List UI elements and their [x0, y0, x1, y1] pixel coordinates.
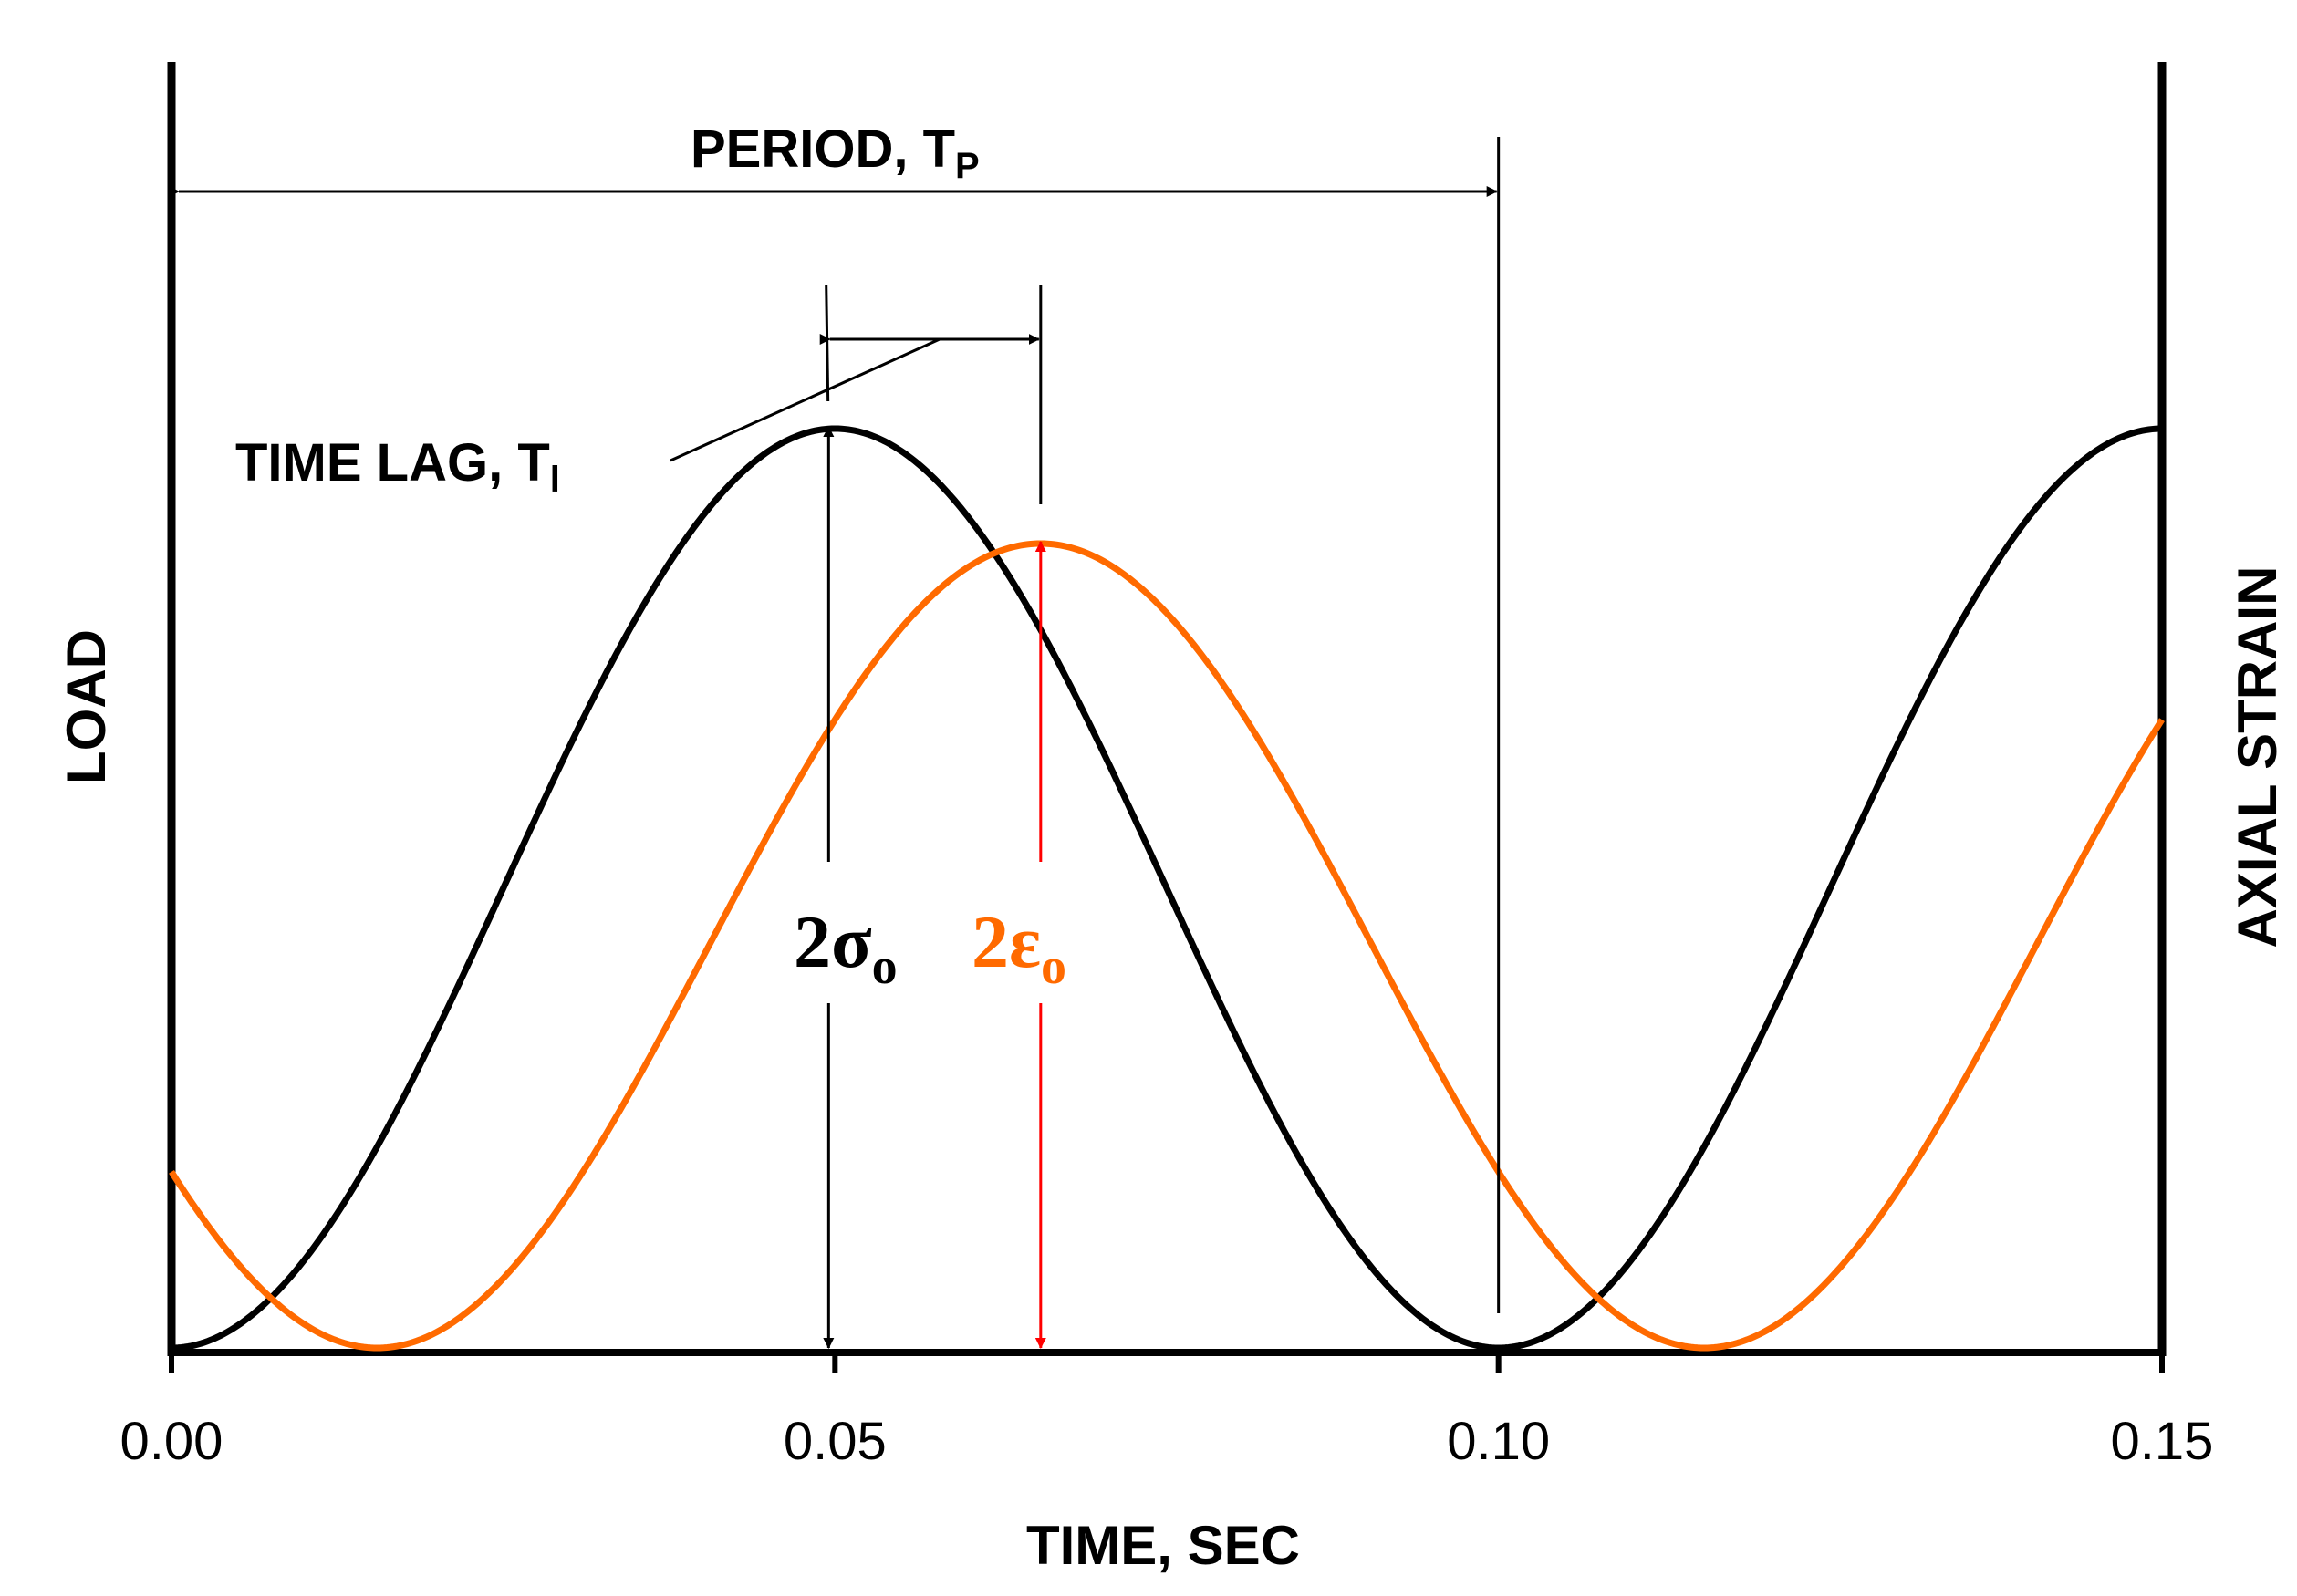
- lag-label: TIME LAG, Tl: [235, 433, 560, 500]
- lag-label-main: TIME LAG, T: [235, 433, 550, 492]
- epsilon-label-main: 2ε: [972, 900, 1041, 983]
- epsilon-label-sub: o: [1041, 938, 1066, 995]
- sigma-label-main: 2σ: [794, 900, 872, 983]
- sigma-label-sub: o: [872, 938, 898, 995]
- x-ticks: [169, 1352, 2165, 1373]
- sigma-label: 2σo: [794, 900, 898, 995]
- load-curve: [171, 425, 2163, 1352]
- x-tick-label: 0.15: [2111, 1412, 2214, 1471]
- lag-label-sub: l: [550, 460, 560, 500]
- x-tick-labels: 0.00 0.05 0.10 0.15: [120, 1412, 2214, 1471]
- y-axis-left-label: LOAD: [56, 629, 117, 784]
- epsilon-label: 2εo: [972, 900, 1066, 995]
- x-tick-label: 0.00: [120, 1412, 223, 1471]
- period-label-main: PERIOD, T: [691, 119, 955, 179]
- period-label: PERIOD, TP: [691, 119, 980, 186]
- x-axis-label: TIME, SEC: [1026, 1515, 1300, 1576]
- strain-curve: [169, 540, 2165, 1352]
- y-axis-right-label: AXIAL STRAIN: [2227, 566, 2288, 948]
- lag-left-line: [825, 285, 830, 402]
- x-tick-label: 0.10: [1447, 1412, 1550, 1471]
- x-tick-label: 0.05: [784, 1412, 887, 1471]
- period-label-sub: P: [955, 146, 980, 186]
- lag-leader-line: [670, 337, 941, 462]
